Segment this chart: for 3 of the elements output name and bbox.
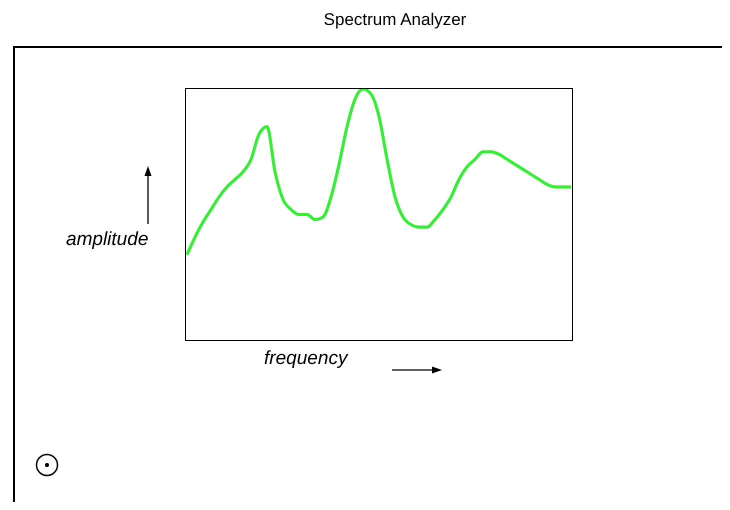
y-axis-title: amplitude [66, 229, 148, 251]
x-axis-title: frequency [264, 348, 348, 370]
chart-title: Spectrum Analyzer [322, 10, 468, 30]
